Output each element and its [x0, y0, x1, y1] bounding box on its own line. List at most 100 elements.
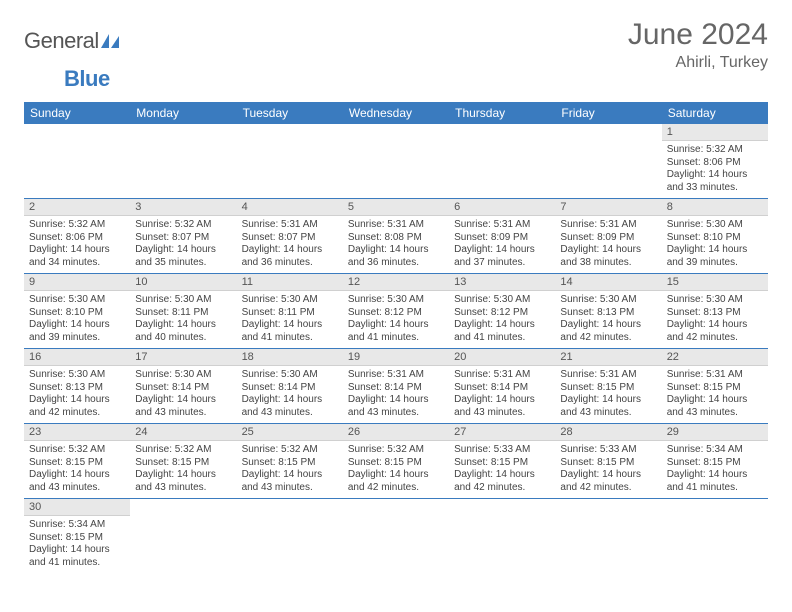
sunset-line: Sunset: 8:13 PM — [667, 307, 741, 318]
sunset-line: Sunset: 8:14 PM — [242, 382, 316, 393]
day-body: Sunrise: 5:33 AMSunset: 8:15 PMDaylight:… — [449, 441, 555, 498]
calendar-cell: 18Sunrise: 5:30 AMSunset: 8:14 PMDayligh… — [237, 349, 343, 424]
calendar-cell: 12Sunrise: 5:30 AMSunset: 8:12 PMDayligh… — [343, 274, 449, 349]
daylight-line: Daylight: 14 hours and 36 minutes. — [348, 244, 429, 268]
day-body: Sunrise: 5:32 AMSunset: 8:15 PMDaylight:… — [237, 441, 343, 498]
sunrise-line: Sunrise: 5:30 AM — [135, 369, 211, 380]
daylight-line: Daylight: 14 hours and 42 minutes. — [667, 319, 748, 343]
sunrise-line: Sunrise: 5:31 AM — [667, 369, 743, 380]
day-body: Sunrise: 5:31 AMSunset: 8:09 PMDaylight:… — [555, 216, 661, 273]
calendar-cell: 10Sunrise: 5:30 AMSunset: 8:11 PMDayligh… — [130, 274, 236, 349]
sunset-line: Sunset: 8:15 PM — [667, 382, 741, 393]
day-number: 27 — [449, 424, 555, 441]
daylight-line: Daylight: 14 hours and 43 minutes. — [667, 394, 748, 418]
sunrise-line: Sunrise: 5:32 AM — [135, 444, 211, 455]
calendar-header-row: Sunday Monday Tuesday Wednesday Thursday… — [24, 102, 768, 124]
calendar-cell: 11Sunrise: 5:30 AMSunset: 8:11 PMDayligh… — [237, 274, 343, 349]
day-body: Sunrise: 5:30 AMSunset: 8:11 PMDaylight:… — [130, 291, 236, 348]
sunrise-line: Sunrise: 5:30 AM — [242, 294, 318, 305]
calendar-cell: .. — [662, 499, 768, 574]
calendar-cell: 8Sunrise: 5:30 AMSunset: 8:10 PMDaylight… — [662, 199, 768, 274]
sunset-line: Sunset: 8:15 PM — [560, 382, 634, 393]
sunset-line: Sunset: 8:10 PM — [667, 232, 741, 243]
sunrise-line: Sunrise: 5:33 AM — [560, 444, 636, 455]
day-body: Sunrise: 5:30 AMSunset: 8:10 PMDaylight:… — [662, 216, 768, 273]
day-body: Sunrise: 5:30 AMSunset: 8:11 PMDaylight:… — [237, 291, 343, 348]
day-number: 5 — [343, 199, 449, 216]
daylight-line: Daylight: 14 hours and 41 minutes. — [348, 319, 429, 343]
calendar-cell: .. — [343, 124, 449, 199]
calendar-cell: 5Sunrise: 5:31 AMSunset: 8:08 PMDaylight… — [343, 199, 449, 274]
day-number: 4 — [237, 199, 343, 216]
logo-sail-icon — [101, 28, 121, 54]
day-body: Sunrise: 5:30 AMSunset: 8:14 PMDaylight:… — [237, 366, 343, 423]
calendar-row: 9Sunrise: 5:30 AMSunset: 8:10 PMDaylight… — [24, 274, 768, 349]
daylight-line: Daylight: 14 hours and 39 minutes. — [29, 319, 110, 343]
daylight-line: Daylight: 14 hours and 43 minutes. — [348, 394, 429, 418]
day-body: Sunrise: 5:31 AM Sunset: 8:15 PMDaylight:… — [662, 366, 768, 423]
day-body: Sunrise: 5:31 AMSunset: 8:14 PMDaylight:… — [343, 366, 449, 423]
calendar-cell: 25Sunrise: 5:32 AMSunset: 8:15 PMDayligh… — [237, 424, 343, 499]
sunrise-line: Sunrise: 5:31 AM — [348, 369, 424, 380]
day-body: Sunrise: 5:31 AMSunset: 8:15 PMDaylight:… — [555, 366, 661, 423]
col-sunday: Sunday — [24, 102, 130, 124]
sunset-line: Sunset: 8:15 PM — [29, 532, 103, 543]
day-number: 20 — [449, 349, 555, 366]
sunrise-line: Sunrise: 5:31 AM — [454, 219, 530, 230]
day-body: Sunrise: 5:31 AMSunset: 8:14 PMDaylight:… — [449, 366, 555, 423]
daylight-line: Daylight: 14 hours and 43 minutes. — [135, 469, 216, 493]
calendar-cell: 21Sunrise: 5:31 AMSunset: 8:15 PMDayligh… — [555, 349, 661, 424]
daylight-line: Daylight: 14 hours and 40 minutes. — [135, 319, 216, 343]
logo-text-gray: General — [24, 28, 99, 53]
daylight-line: Daylight: 14 hours and 38 minutes. — [560, 244, 641, 268]
header: GeneralBlue June 2024 Ahirli, Turkey — [24, 18, 768, 92]
sunrise-line: Sunrise: 5:31 AM — [560, 219, 636, 230]
sunrise-line: Sunrise: 5:30 AM — [135, 294, 211, 305]
daylight-line: Daylight: 14 hours and 41 minutes. — [29, 544, 110, 568]
day-number: 14 — [555, 274, 661, 291]
sunset-line: Sunset: 8:12 PM — [454, 307, 528, 318]
sunrise-line: Sunrise: 5:32 AM — [348, 444, 424, 455]
calendar-cell: .. — [237, 499, 343, 574]
sunset-line: Sunset: 8:14 PM — [454, 382, 528, 393]
day-body: Sunrise: 5:31 AMSunset: 8:08 PMDaylight:… — [343, 216, 449, 273]
calendar-cell: 17Sunrise: 5:30 AMSunset: 8:14 PMDayligh… — [130, 349, 236, 424]
day-number: 24 — [130, 424, 236, 441]
daylight-line: Daylight: 14 hours and 43 minutes. — [29, 469, 110, 493]
col-monday: Monday — [130, 102, 236, 124]
sunset-line: Sunset: 8:13 PM — [29, 382, 103, 393]
daylight-line: Daylight: 14 hours and 42 minutes. — [560, 319, 641, 343]
daylight-line: Daylight: 14 hours and 41 minutes. — [242, 319, 323, 343]
calendar-table: Sunday Monday Tuesday Wednesday Thursday… — [24, 102, 768, 573]
day-number: 23 — [24, 424, 130, 441]
sunrise-line: Sunrise: 5:30 AM — [667, 294, 743, 305]
day-number: 16 — [24, 349, 130, 366]
calendar-cell: 19Sunrise: 5:31 AMSunset: 8:14 PMDayligh… — [343, 349, 449, 424]
sunset-line: Sunset: 8:08 PM — [348, 232, 422, 243]
day-body: Sunrise: 5:32 AM Sunset: 8:15 PMDaylight:… — [130, 441, 236, 498]
sunset-line: Sunset: 8:15 PM — [29, 457, 103, 468]
day-body: Sunrise: 5:30 AMSunset: 8:12 PMDaylight:… — [449, 291, 555, 348]
calendar-cell: .. — [449, 124, 555, 199]
sunrise-line: Sunrise: 5:31 AM — [560, 369, 636, 380]
sunset-line: Sunset: 8:06 PM — [667, 157, 741, 168]
day-body: Sunrise: 5:30 AMSunset: 8:12 PMDaylight:… — [343, 291, 449, 348]
sunset-line: Sunset: 8:15 PM — [135, 457, 209, 468]
day-number: 29 — [662, 424, 768, 441]
day-body: Sunrise: 5:31 AMSunset: 8:09 PMDaylight:… — [449, 216, 555, 273]
calendar-cell: 3Sunrise: 5:32 AMSunset: 8:07 PMDaylight… — [130, 199, 236, 274]
col-tuesday: Tuesday — [237, 102, 343, 124]
day-number: 10 — [130, 274, 236, 291]
day-number: 28 — [555, 424, 661, 441]
day-number: 6 — [449, 199, 555, 216]
daylight-line: Daylight: 14 hours and 43 minutes. — [242, 469, 323, 493]
sunrise-line: Sunrise: 5:30 AM — [667, 219, 743, 230]
day-number: 25 — [237, 424, 343, 441]
sunrise-line: Sunrise: 5:30 AM — [454, 294, 530, 305]
calendar-cell: 24 Sunrise: 5:32 AM Sunset: 8:15 PMDayligh… — [130, 424, 236, 499]
calendar-row: ............1Sunrise: 5:32 AMSunset: 8:0… — [24, 124, 768, 199]
day-body: Sunrise: 5:30 AMSunset: 8:13 PMDaylight:… — [555, 291, 661, 348]
calendar-cell: 29Sunrise: 5:34 AMSunset: 8:15 PMDayligh… — [662, 424, 768, 499]
sunset-line: Sunset: 8:15 PM — [242, 457, 316, 468]
day-body: Sunrise: 5:30 AMSunset: 8:10 PMDaylight:… — [24, 291, 130, 348]
